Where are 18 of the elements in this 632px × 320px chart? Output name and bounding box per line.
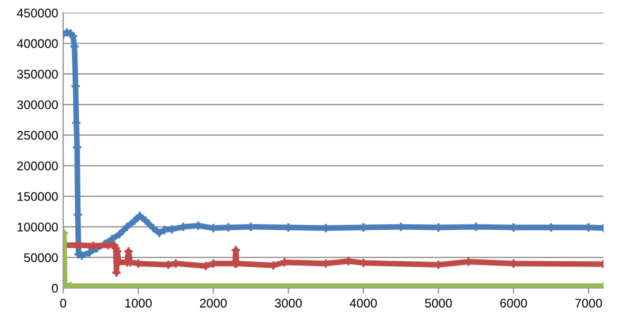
y-tick-label: 300000 <box>17 100 58 110</box>
x-tick-label: 7000 <box>575 298 602 308</box>
y-tick-label: 100000 <box>18 222 58 232</box>
y-tick-label: 200000 <box>17 161 58 170</box>
y-tick-label: 50000 <box>24 253 58 262</box>
y-tick-label: 400000 <box>16 39 58 48</box>
x-tick-label: 6000 <box>500 298 527 308</box>
y-tick-label: 350000 <box>17 70 58 79</box>
x-tick-label: 2000 <box>200 298 227 308</box>
y-tick-label: 250000 <box>17 130 58 140</box>
x-tick-label: 1000 <box>125 298 152 308</box>
x-tick-label: 5000 <box>425 298 452 308</box>
x-tick-label: 4000 <box>350 298 377 308</box>
y-tick-label: 150000 <box>18 192 58 201</box>
y-tick-label: 450000 <box>16 8 58 18</box>
y-tick-label: 0 <box>52 284 58 293</box>
x-tick-label: 0 <box>60 298 66 308</box>
x-tick-label: 3000 <box>274 298 302 308</box>
